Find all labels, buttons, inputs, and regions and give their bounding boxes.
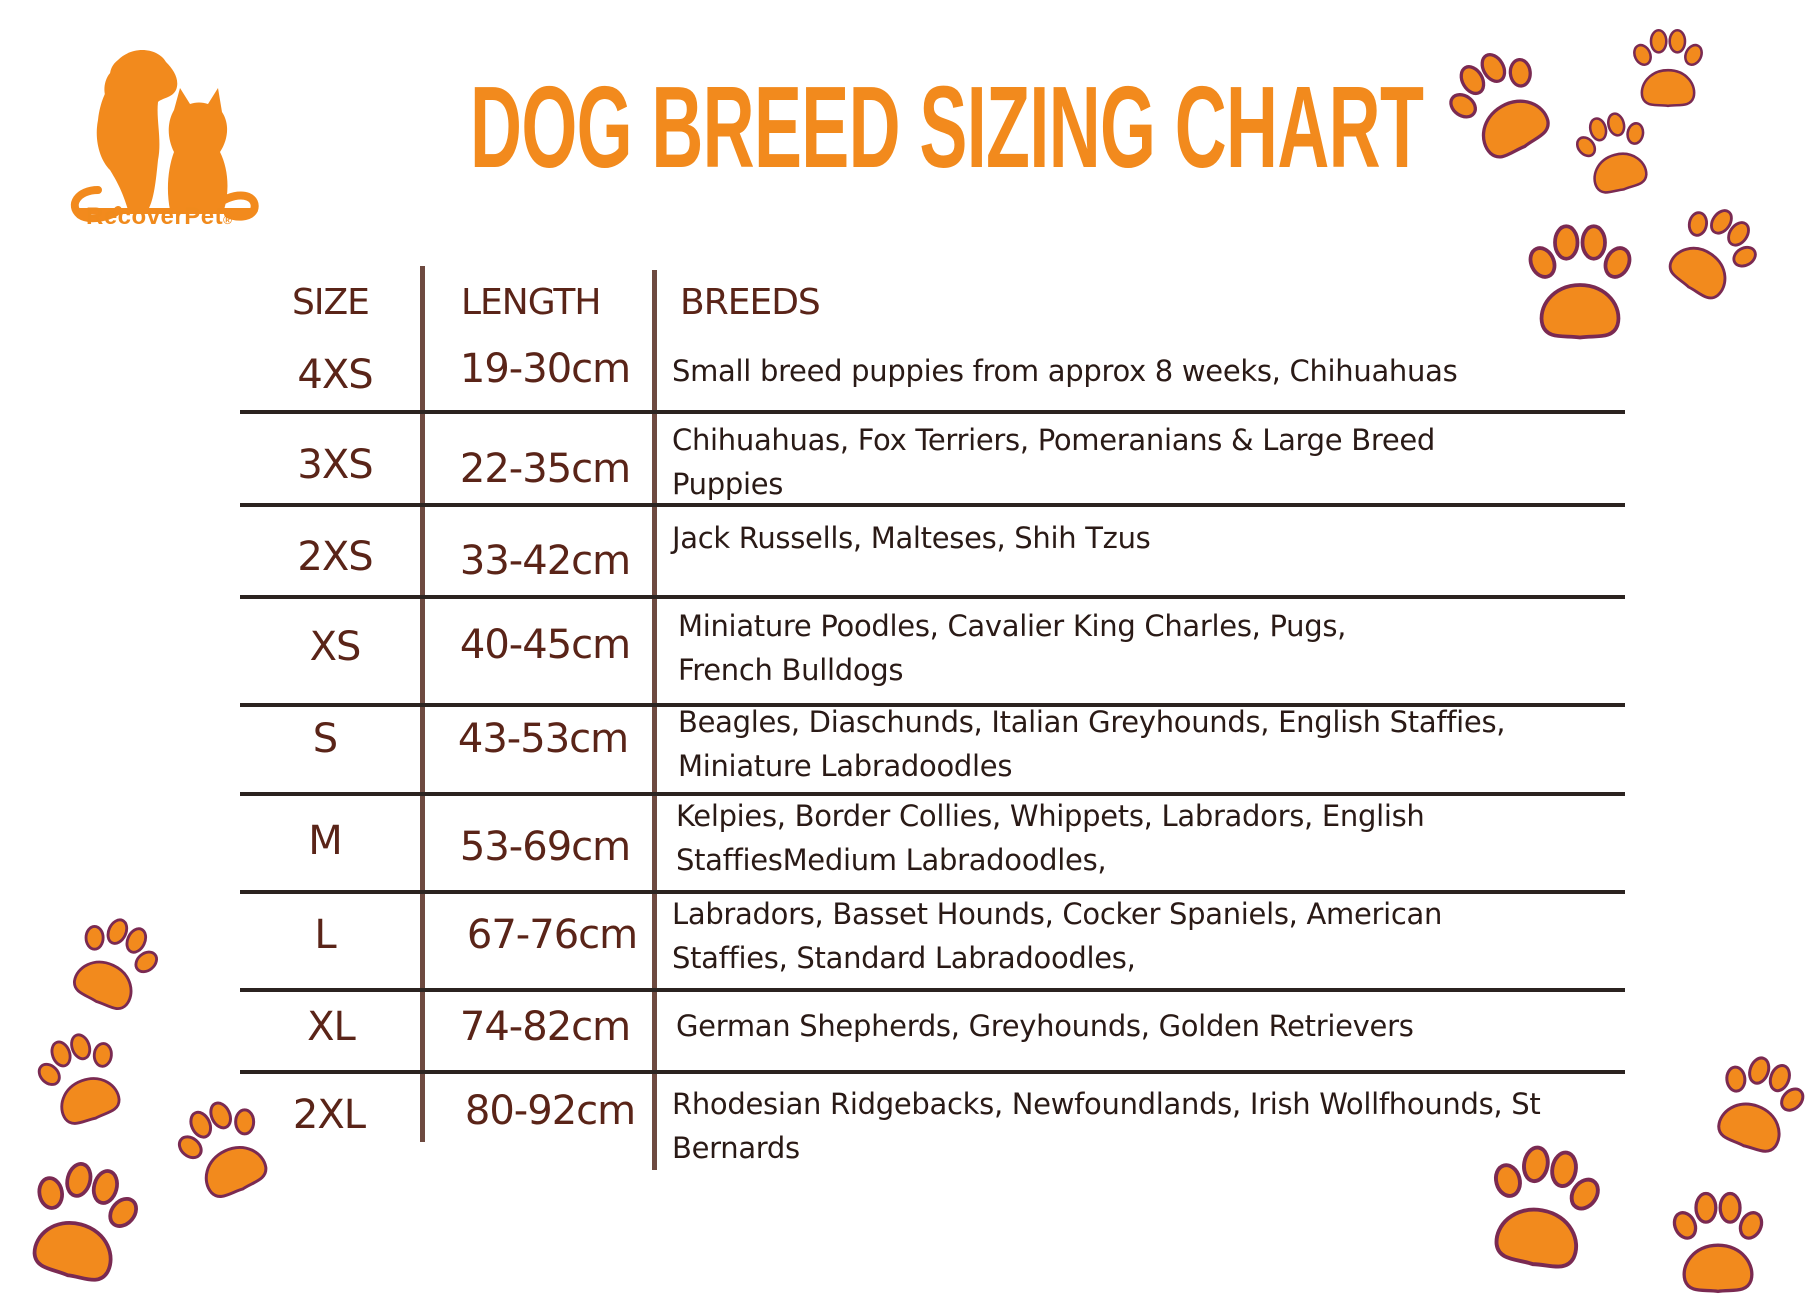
breeds-cell: Jack Russells, Malteses, Shih Tzus — [672, 521, 1151, 555]
length-cell: 19-30cm — [459, 346, 631, 392]
row-divider — [240, 410, 1625, 414]
size-cell: L — [314, 912, 336, 958]
row-divider — [240, 890, 1625, 894]
paw-print-icon — [1475, 1138, 1611, 1276]
length-cell: 22-35cm — [459, 446, 631, 492]
paw-print-icon — [57, 906, 171, 1021]
size-cell: M — [308, 818, 343, 864]
paw-print-icon — [1701, 1045, 1817, 1163]
length-cell: 40-45cm — [459, 622, 631, 668]
size-cell: 3XS — [297, 442, 373, 488]
size-cell: XS — [309, 624, 362, 670]
length-cell: 74-82cm — [459, 1004, 631, 1050]
breeds-cell: German Shepherds, Greyhounds, Golden Ret… — [676, 1009, 1414, 1043]
breeds-cell: Beagles, Diaschunds, Italian Greyhounds,… — [678, 705, 1506, 783]
header-size: SIZE — [292, 282, 370, 323]
row-divider — [240, 703, 1625, 707]
row-divider — [240, 792, 1625, 796]
breeds-cell: Kelpies, Border Collies, Whippets, Labra… — [676, 799, 1425, 877]
breeds-cell: Rhodesian Ridgebacks, Newfoundlands, Iri… — [672, 1087, 1541, 1165]
paw-print-icon — [1524, 224, 1636, 340]
paw-print-icon — [164, 1088, 284, 1209]
header-length: LENGTH — [461, 282, 601, 323]
brand-name: RecoverPet® — [86, 203, 233, 230]
size-cell: S — [312, 716, 338, 762]
breeds-cell: Miniature Poodles, Cavalier King Charles… — [678, 609, 1347, 687]
length-cell: 67-76cm — [466, 912, 638, 958]
length-cell: 53-69cm — [459, 824, 631, 870]
paw-print-icon — [26, 1023, 136, 1134]
paw-print-icon — [1629, 28, 1707, 108]
row-divider — [240, 503, 1625, 507]
breeds-cell: Small breed puppies from approx 8 weeks,… — [672, 354, 1458, 388]
paw-print-icon — [1668, 1191, 1768, 1294]
paw-print-icon — [1567, 105, 1661, 201]
paw-print-icon — [13, 1151, 151, 1292]
paw-print-icon — [1653, 192, 1773, 313]
size-cell: XL — [307, 1004, 356, 1050]
breeds-cell: Labradors, Basset Hounds, Cocker Spaniel… — [672, 897, 1443, 975]
row-divider — [240, 988, 1625, 992]
size-cell: 2XL — [292, 1092, 366, 1138]
breeds-cell: Chihuahuas, Fox Terriers, Pomeranians & … — [672, 423, 1436, 501]
row-divider — [240, 595, 1625, 599]
column-divider — [652, 270, 657, 1170]
size-cell: 2XS — [297, 534, 373, 580]
length-cell: 33-42cm — [459, 538, 631, 584]
header-breeds: BREEDS — [680, 282, 821, 323]
row-divider — [240, 1070, 1625, 1074]
recoverpet-logo-icon — [70, 50, 259, 223]
paw-print-icon — [1432, 36, 1568, 172]
length-cell: 43-53cm — [457, 716, 629, 762]
size-cell: 4XS — [297, 352, 373, 398]
length-cell: 80-92cm — [464, 1088, 636, 1134]
